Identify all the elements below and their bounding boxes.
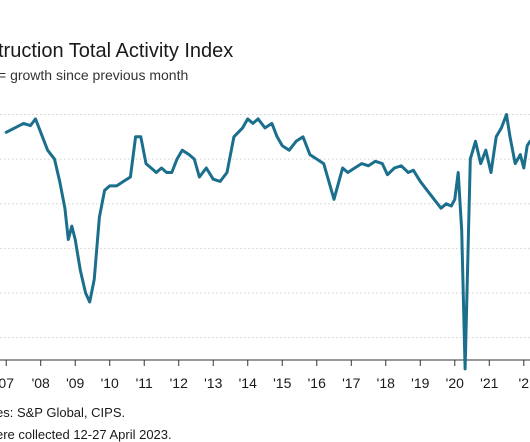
x-tick-label: '12 (170, 375, 188, 391)
x-tick-label: '14 (239, 375, 257, 391)
source-note: es: S&P Global, CIPS. (0, 405, 126, 420)
chart-title: truction Total Activity Index (0, 40, 234, 62)
collection-note: ere collected 12-27 April 2023. (0, 427, 172, 442)
x-tick-label: '18 (377, 375, 395, 391)
x-tick-label: '08 (32, 375, 50, 391)
x-tick-label: '2 (519, 375, 530, 391)
x-tick-label: '13 (204, 375, 222, 391)
x-tick-label: '20 (446, 375, 464, 391)
x-tick-label: '16 (308, 375, 326, 391)
x-tick-label: '10 (101, 375, 119, 391)
x-tick-label: '11 (136, 375, 153, 391)
x-tick-label: '15 (273, 375, 291, 391)
x-tick-label: 07 (0, 375, 14, 391)
gridlines (0, 113, 530, 339)
chart-subtitle: = growth since previous month (0, 67, 189, 83)
series-line (4, 113, 530, 371)
x-axis: 07 '08 '09 '10 '11 '12 '13 '14 '15 '16 '17 '18 '19 '2… (0, 360, 529, 391)
x-tick-label: '21 (480, 375, 498, 391)
x-tick-label: '09 (66, 375, 84, 391)
x-tick-label: '19 (411, 375, 429, 391)
x-tick-label: '17 (342, 375, 360, 391)
